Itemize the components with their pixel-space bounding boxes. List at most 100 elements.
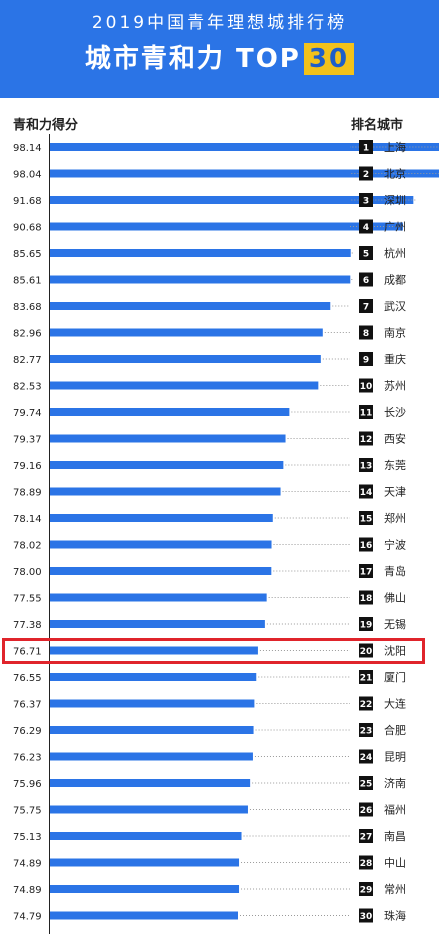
bar (50, 169, 439, 178)
chart-title-highlight: 30 (303, 43, 355, 75)
score-label: 76.37 (13, 700, 42, 711)
bar (50, 487, 281, 496)
city-label: 中山 (384, 857, 406, 870)
bar (50, 540, 272, 549)
rank-badge (359, 166, 373, 181)
score-label: 79.16 (13, 461, 42, 472)
city-label: 东莞 (384, 459, 406, 472)
rank-number: 16 (360, 541, 373, 551)
bar (50, 805, 248, 814)
score-label: 98.04 (13, 170, 42, 181)
city-label: 杭州 (384, 246, 406, 260)
rank-number: 1 (363, 144, 369, 154)
bar (50, 752, 253, 761)
city-label: 青岛 (384, 564, 406, 578)
rank-badge (359, 590, 373, 605)
rank-number: 10 (360, 382, 373, 392)
rank-badge (359, 855, 373, 870)
rank-number: 5 (363, 250, 369, 260)
score-label: 78.00 (13, 567, 42, 578)
rank-number: 25 (360, 780, 373, 790)
rank-badge (359, 140, 373, 154)
rank-number: 21 (360, 674, 373, 684)
city-label: 北京 (384, 167, 406, 181)
bar (50, 620, 265, 628)
score-label: 74.89 (13, 859, 42, 870)
rank-number: 18 (360, 594, 373, 604)
city-label: 厦门 (384, 670, 406, 684)
bar (50, 302, 331, 310)
score-label: 85.65 (13, 249, 42, 260)
bar (50, 355, 321, 363)
city-label: 佛山 (384, 592, 406, 605)
rank-badge (359, 193, 373, 207)
rank-number: 15 (360, 515, 373, 525)
bar (50, 275, 351, 284)
rank-badge (359, 829, 373, 843)
city-label: 成都 (384, 274, 406, 287)
score-label: 98.14 (13, 143, 42, 154)
bar (50, 567, 272, 575)
score-label: 76.23 (13, 753, 42, 764)
rank-badge (359, 908, 373, 923)
city-label: 珠海 (384, 909, 406, 923)
score-label: 79.74 (13, 408, 42, 419)
rank-city-column-header: 排名城市 (351, 114, 403, 133)
score-label: 91.68 (13, 196, 42, 207)
bar (50, 381, 319, 390)
rank-number: 24 (360, 753, 373, 763)
rank-number: 23 (360, 727, 373, 737)
rank-badge (359, 670, 373, 684)
rank-badge (359, 352, 373, 366)
bar (50, 779, 251, 787)
bar (50, 328, 323, 337)
score-label: 76.55 (13, 673, 42, 684)
city-label: 沈阳 (384, 644, 406, 658)
bar (50, 699, 255, 708)
bar (50, 249, 351, 257)
bar (50, 408, 290, 416)
rank-badge (359, 378, 373, 393)
rank-badge (359, 219, 373, 234)
chart-title: 城市青和力 TOP 30 (0, 38, 439, 75)
rank-number: 6 (363, 276, 369, 286)
rank-badge (359, 484, 373, 499)
score-label: 83.68 (13, 302, 42, 313)
city-label: 福州 (384, 803, 406, 817)
score-label: 74.89 (13, 885, 42, 896)
rank-number: 30 (360, 912, 373, 922)
rank-number: 4 (363, 223, 369, 233)
rank-badge (359, 405, 373, 419)
rank-number: 3 (363, 197, 369, 207)
city-label: 大连 (384, 697, 406, 711)
score-label: 75.96 (13, 779, 42, 790)
score-label: 77.38 (13, 620, 42, 631)
city-label: 南京 (384, 326, 406, 340)
rank-number: 17 (360, 568, 373, 578)
rank-number: 12 (360, 435, 373, 445)
bar (50, 461, 284, 469)
city-label: 长沙 (384, 406, 406, 419)
bar (50, 885, 240, 893)
city-label: 重庆 (384, 352, 406, 366)
bar (50, 222, 403, 231)
rank-badge (359, 272, 373, 287)
bar (50, 832, 242, 840)
rank-badge (359, 511, 373, 525)
rank-badge (359, 617, 373, 631)
score-label: 82.96 (13, 329, 42, 340)
score-label: 78.89 (13, 488, 42, 499)
bar (50, 858, 240, 867)
city-label: 深圳 (384, 194, 406, 207)
rank-badge (359, 431, 373, 446)
rank-badge (359, 696, 373, 711)
score-label: 77.55 (13, 594, 42, 605)
rank-badge (359, 325, 373, 340)
chart-axis-line (49, 134, 50, 934)
rank-badge (359, 776, 373, 790)
city-label: 常州 (384, 883, 406, 896)
score-label: 76.71 (13, 647, 42, 658)
rank-badge (359, 643, 373, 658)
score-label: 76.29 (13, 726, 42, 737)
rank-badge (359, 749, 373, 764)
